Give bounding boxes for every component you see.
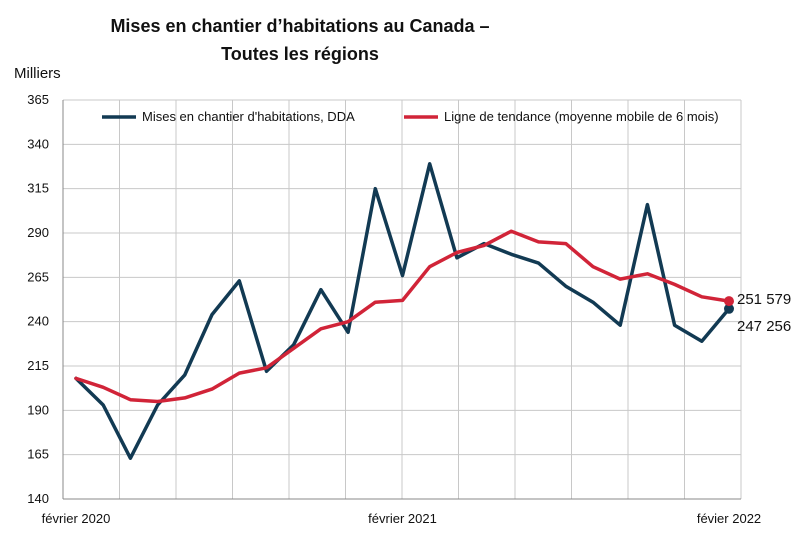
- data-point-trend: [482, 244, 486, 247]
- x-tick-label: février 2020: [42, 511, 111, 526]
- data-point-trend: [156, 400, 159, 403]
- axis-layer: 140 165 190 215 240 265 290 315 340 365 février 20…: [27, 92, 761, 526]
- data-point-housing-starts: [618, 324, 622, 327]
- y-tick-label: 340: [27, 136, 49, 151]
- data-point-housing-starts: [374, 187, 377, 190]
- data-point-housing-starts: [510, 253, 513, 256]
- data-point-housing-starts: [265, 370, 268, 373]
- data-point-trend: [428, 265, 431, 268]
- data-point-trend: [700, 295, 703, 299]
- data-point-housing-starts: [210, 313, 214, 316]
- data-point-trend: [455, 251, 459, 254]
- data-point-housing-starts: [183, 373, 187, 377]
- end-labels: 251 579 247 256: [737, 291, 791, 335]
- data-point-trend: [510, 230, 513, 233]
- y-axis-label: Milliers: [14, 65, 61, 82]
- y-tick-label: 365: [27, 92, 49, 107]
- data-point-trend: [673, 283, 676, 286]
- legend-label-trend: Ligne de tendance (moyenne mobile de 6 m…: [444, 109, 719, 124]
- data-point-trend: [346, 320, 350, 323]
- data-point-housing-starts: [156, 403, 159, 407]
- y-tick-label: 140: [27, 491, 49, 506]
- data-point-housing-starts: [238, 279, 241, 283]
- data-point-trend: [292, 347, 295, 350]
- data-point-housing-starts: [537, 261, 540, 265]
- series-layer: [74, 162, 734, 460]
- y-tick-label: 190: [27, 402, 49, 417]
- data-point-housing-starts: [700, 339, 703, 343]
- data-point-trend: [374, 300, 377, 304]
- chart-title-line1: Mises en chantier d’habitations au Canad…: [110, 16, 489, 36]
- y-tick-label: 215: [27, 358, 49, 373]
- data-point-trend: [618, 277, 622, 281]
- y-tick-label: 240: [27, 314, 49, 329]
- data-point-trend: [537, 240, 540, 244]
- legend: Mises en chantier d'habitations, DDA Lign…: [102, 109, 719, 124]
- x-tick-label: févier 2022: [697, 511, 761, 526]
- data-point-housing-starts: [591, 300, 595, 304]
- end-label-trend: 251 579: [737, 291, 791, 308]
- data-point-trend: [564, 242, 567, 245]
- data-point-trend: [183, 396, 187, 400]
- data-point-housing-starts: [292, 343, 295, 346]
- data-point-trend: [591, 265, 595, 268]
- data-point-housing-starts: [673, 324, 676, 327]
- data-point-housing-starts: [102, 403, 105, 407]
- data-point-trend: [102, 386, 105, 389]
- data-point-housing-starts: [346, 331, 350, 334]
- x-tick-label: février 2021: [368, 511, 437, 526]
- chart-title-line2: Toutes les régions: [221, 44, 379, 64]
- y-tick-label: 165: [27, 447, 49, 462]
- y-tick-label: 290: [27, 225, 49, 240]
- data-point-trend: [646, 272, 649, 275]
- data-point-trend: [74, 377, 78, 380]
- data-point-trend: [265, 366, 268, 369]
- end-label-housing-starts: 247 256: [737, 318, 791, 335]
- data-point-trend: [129, 398, 132, 401]
- data-point-trend: [238, 371, 241, 375]
- data-point-trend: [210, 387, 214, 391]
- data-point-trend: [401, 299, 404, 302]
- y-tick-label: 315: [27, 181, 49, 196]
- data-point-trend: [319, 327, 323, 330]
- data-point-housing-starts: [646, 203, 649, 206]
- data-point-housing-starts: [428, 162, 431, 166]
- end-marker-trend: [724, 296, 734, 307]
- data-point-housing-starts: [401, 274, 404, 277]
- end-marker-housing-starts: [724, 303, 734, 314]
- data-point-housing-starts: [455, 256, 459, 260]
- legend-label-housing-starts: Mises en chantier d'habitations, DDA: [142, 109, 355, 124]
- data-point-housing-starts: [319, 288, 323, 291]
- data-point-housing-starts: [129, 457, 132, 460]
- data-point-housing-starts: [564, 285, 567, 288]
- y-tick-label: 265: [27, 269, 49, 284]
